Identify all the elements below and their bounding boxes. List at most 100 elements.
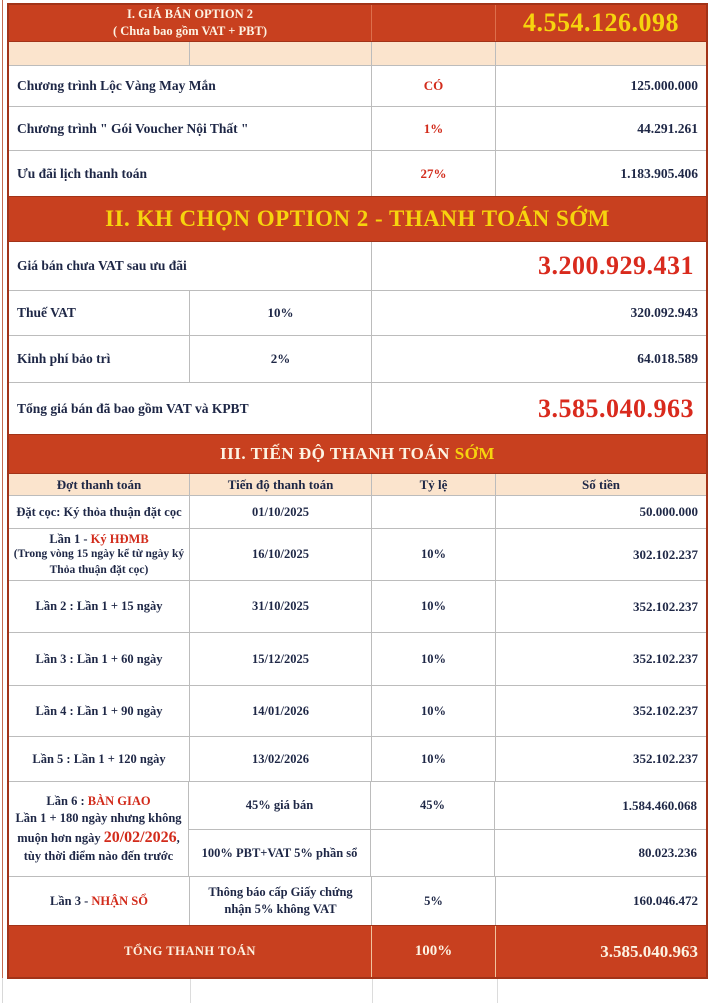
rate-value: 45% [371,782,495,830]
schedule-column-header-row: Đợt thanh toán Tiến độ thanh toán Tỷ lệ … [9,474,706,496]
spacer-cell [9,42,190,65]
section1-title-line1: I. GIÁ BÁN OPTION 2 [126,6,254,21]
handover-subrows: 45% giá bán 45% 1.584.460.068 100% PBT+V… [189,782,706,876]
schedule-value: 14/01/2026 [190,686,372,736]
promo-amount: 1.183.905.406 [620,165,698,181]
promo-label: Ưu đãi lịch thanh toán [9,151,372,196]
schedule-value: 15/12/2025 [190,633,372,685]
maintenance-amount: 64.018.589 [637,351,698,366]
column-header-installment: Đợt thanh toán [9,474,190,495]
rate-value [371,830,495,876]
section1-title-line2: ( Chưa bao gồm VAT + PBT) [112,24,267,38]
amount-value: 80.023.236 [638,845,698,861]
schedule-row-installment2: Lần 2 : Lần 1 + 15 ngày 31/10/2025 10% 3… [9,581,706,633]
vat-amount: 320.092.943 [630,305,699,320]
schedule-row-installment1: Lần 1 - Ký HĐMB (Trong vòng 15 ngày kể t… [9,529,706,581]
installment-label: Lần 5 : Lần 1 + 120 ngày [9,737,190,781]
section3-title-highlight: SỚM [454,444,495,463]
installment-label: Lần 3 : Lần 1 + 60 ngày [9,633,190,685]
sheet-edge-line-tail [2,978,3,1003]
amount-value: 352.102.237 [633,598,698,614]
certificate-prefix: Lần 3 - [50,893,92,908]
grand-total-row: TỔNG THANH TOÁN 100% 3.585.040.963 [9,925,706,977]
spacer-cell [496,42,706,65]
installment1-prefix: Lần 1 - [49,531,91,546]
amount-value: 352.102.237 [633,751,698,767]
gridline-tail-1 [190,979,191,1003]
section3-header-row: III. TIẾN ĐỘ THANH TOÁN SỚM [9,434,706,474]
schedule-value: 16/10/2025 [190,529,372,580]
price-table: I. GIÁ BÁN OPTION 2 ( Chưa bao gồm VAT +… [7,3,708,979]
section2-title: II. KH CHỌN OPTION 2 - THANH TOÁN SỚM [105,206,610,231]
handover-subrow-2: 100% PBT+VAT 5% phần sổ 80.023.236 [189,830,706,876]
handover-subrow-1: 45% giá bán 45% 1.584.460.068 [189,782,706,831]
rate-value: 10% [372,581,496,632]
grand-total-rate: 100% [372,926,496,977]
section3-title-main: III. TIẾN ĐỘ THANH TOÁN [220,444,450,463]
section1-title-cell: I. GIÁ BÁN OPTION 2 ( Chưa bao gồm VAT +… [9,5,372,41]
handover-label: Lần 6 : BÀN GIAO Lần 1 + 180 ngày nhưng … [9,782,189,876]
installment1-contract: Ký HĐMB [90,531,149,546]
schedule-row-installment3: Lần 3 : Lần 1 + 60 ngày 15/12/2025 10% 3… [9,633,706,686]
installment-label: Lần 3 - NHẬN SỔ [9,877,190,925]
row-label: Thuế VAT [9,291,190,335]
amount-value: 50.000.000 [639,504,699,520]
rate-value: 5% [372,877,496,925]
handover-prefix: Lần 6 : [46,793,88,808]
section3-title: III. TIẾN ĐỘ THANH TOÁN SỚM [9,435,706,473]
promo-rate: 1% [372,107,496,150]
installment-label: Lần 4 : Lần 1 + 90 ngày [9,686,190,736]
gridline-tail-2 [372,979,373,1003]
amount-value: 352.102.237 [633,703,698,719]
schedule-value: 100% PBT+VAT 5% phần sổ [189,830,371,876]
schedule-value: 31/10/2025 [190,581,372,632]
amount-value: 160.046.472 [633,893,698,909]
schedule-value: Thông báo cấp Giấy chứng nhận 5% không V… [190,877,372,925]
promo-row-lucky-gold: Chương trình Lộc Vàng May Mắn CÓ 125.000… [9,66,706,107]
handover-comma: , [176,830,180,845]
price-before-vat-amount: 3.200.929.431 [538,251,694,280]
promo-label: Chương trình " Gói Voucher Nội Thất " [9,107,372,150]
promo-row-schedule-discount: Ưu đãi lịch thanh toán 27% 1.183.905.406 [9,151,706,196]
handover-deadline-text: Lần 1 + 180 ngày nhưng không muộn hơn ng… [15,810,182,845]
handover-whichever-first: tùy thời điểm nào đến trước [23,849,174,864]
installment-label: Đặt cọc: Ký thỏa thuận đặt cọc [9,496,190,528]
spacer-cell [190,42,372,65]
gridline-tail-3 [497,979,498,1003]
promo-row-voucher: Chương trình " Gói Voucher Nội Thất " 1%… [9,107,706,151]
installment-label: Lần 2 : Lần 1 + 15 ngày [9,581,190,632]
amount-value: 352.102.237 [633,651,698,667]
installment-label: Lần 1 - Ký HĐMB (Trong vòng 15 ngày kể t… [9,529,190,580]
installment1-note: (Trong vòng 15 ngày kể từ ngày ký Thỏa t… [13,548,185,576]
column-header-schedule: Tiến độ thanh toán [190,474,372,495]
promo-amount: 44.291.261 [637,120,698,136]
promo-rate: CÓ [372,66,496,106]
row-label: Giá bán chưa VAT sau ưu đãi [9,242,372,290]
schedule-value: 13/02/2026 [190,737,372,781]
amount-value: 302.102.237 [633,546,698,562]
rate-value: 10% [372,737,496,781]
promo-rate: 27% [372,151,496,196]
vat-row: Thuế VAT 10% 320.092.943 [9,291,706,336]
grand-total-amount: 3.585.040.963 [600,941,698,961]
total-price-row: Tổng giá bán đã bao gồm VAT và KPBT 3.58… [9,383,706,434]
schedule-value: 45% giá bán [189,782,371,830]
sheet-edge-line [2,0,3,978]
schedule-row-certificate: Lần 3 - NHẬN SỔ Thông báo cấp Giấy chứng… [9,877,706,925]
rate-value: 10% [372,529,496,580]
grand-total-label: TỔNG THANH TOÁN [9,926,372,977]
column-header-amount: Số tiền [582,476,620,492]
section2-header-row: II. KH CHỌN OPTION 2 - THANH TOÁN SỚM [9,196,706,242]
promo-label: Chương trình Lộc Vàng May Mắn [9,66,372,106]
row-label: Kinh phí bảo trì [9,336,190,382]
certificate-title: NHẬN SỔ [91,893,148,908]
section1-header-row: I. GIÁ BÁN OPTION 2 ( Chưa bao gồm VAT +… [9,5,706,42]
schedule-row-deposit: Đặt cọc: Ký thỏa thuận đặt cọc 01/10/202… [9,496,706,529]
rate-value [372,496,496,528]
schedule-row-installment5: Lần 5 : Lần 1 + 120 ngày 13/02/2026 10% … [9,737,706,782]
section1-option-price: 4.554.126.098 [523,8,679,37]
schedule-row-handover: Lần 6 : BÀN GIAO Lần 1 + 180 ngày nhưng … [9,782,706,877]
price-before-vat-row: Giá bán chưa VAT sau ưu đãi 3.200.929.43… [9,242,706,291]
column-header-rate: Tỷ lệ [372,474,496,495]
section1-empty-cell [372,5,496,41]
